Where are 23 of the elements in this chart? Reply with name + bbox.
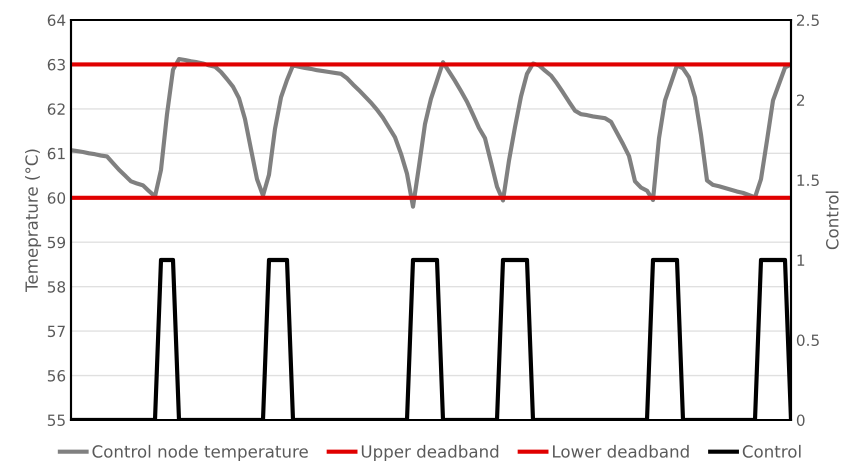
y2-tick-label: 2 [796,94,804,106]
y-tick-label: 56 [48,370,66,382]
y-tick-label: 63 [48,58,65,70]
y2-tick-label: 0.5 [796,334,819,346]
y2-tick-label: 0 [796,414,805,426]
y-tick-label: 62 [48,103,65,115]
legend-label: Control node temperature [92,444,308,461]
y-tick-label: 57 [48,326,65,338]
legend-label: Control [742,444,801,458]
y-tick-label: 58 [48,281,66,293]
y-tick-label: 55 [48,414,65,426]
y-tick-label: 59 [48,236,66,248]
y-tick-label: 60 [48,192,66,204]
legend-label: Upper deadband [362,444,498,461]
y2-tick-label: 1.5 [798,174,819,186]
y-tick-label: 61 [48,148,65,160]
y-tick-label: 64 [48,14,66,26]
y2-tick-label: 1 [798,254,804,266]
legend-label: Lower deadband [553,444,689,458]
y2-tick-label: 2.5 [796,14,819,26]
y2-axis-title: Control [826,191,839,250]
line-series [71,57,791,209]
y-axis-title: Temeprature (°C) [25,150,42,292]
